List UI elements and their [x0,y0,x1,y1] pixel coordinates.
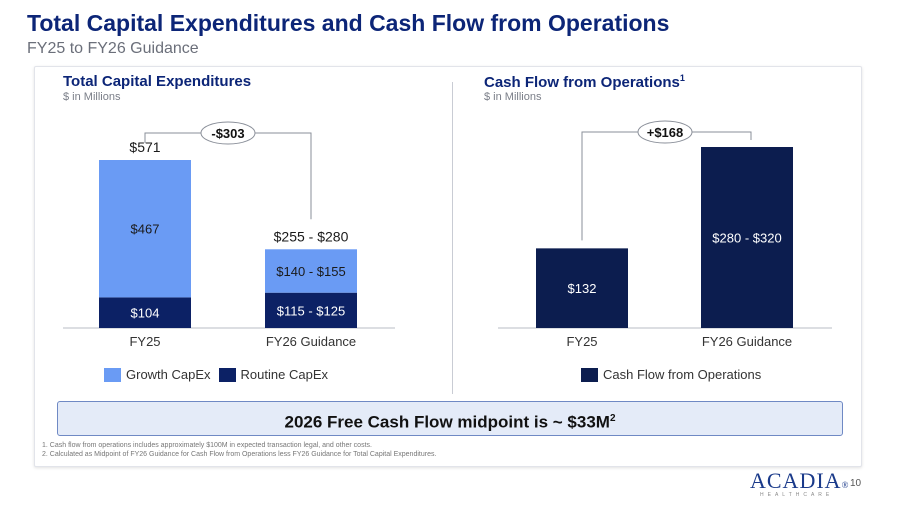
legend-swatch-cfo [581,367,598,382]
capex-x-tick-1: FY26 Guidance [266,334,356,349]
capex-chart: $104 $467 $571 FY25 $115 - $125 $140 - $155 $2… [63,121,395,349]
capex-chart-title: Total Capital Expenditures [63,73,252,90]
capex-bar-label-routine-1: $115 - $125 [277,303,345,318]
cfo-chart-unit: $ in Millions [484,91,542,103]
capex-x-tick-0: FY25 [129,334,160,349]
footnote-2: 2. Calculated as Midpoint of FY26 Guidan… [42,451,437,458]
capex-bar-routine-0 [99,297,191,328]
capex-bar-label-routine-0: $104 [131,306,160,321]
capex-total-label-0: $571 [129,139,160,155]
capex-chart-unit: $ in Millions [63,91,121,103]
capex-bar-growth-1 [265,249,357,293]
acadia-logo: ACADIA® HEALTHCARE [750,468,850,498]
capex-bar-label-growth-1: $140 - $155 [276,264,345,279]
capex-change-label: -$303 [211,126,244,141]
footnote-1: 1. Cash flow from operations includes ap… [42,442,372,449]
capex-total-label-1: $255 - $280 [274,228,349,244]
legend-swatch-growth [104,367,121,382]
cfo-x-tick-1: FY26 Guidance [702,334,792,349]
cfo-legend: Cash Flow from Operations [581,367,761,382]
legend-label-routine: Routine CapEx [240,367,328,382]
cfo-x-tick-0: FY25 [566,334,597,349]
capex-bar-label-growth-0: $467 [131,222,160,237]
cfo-change-label: +$168 [647,125,684,140]
legend-swatch-routine [218,367,236,382]
capex-bar-routine-1 [265,292,357,328]
page-title: Total Capital Expenditures and Cash Flow… [27,10,670,36]
cfo-chart: $132 FY25 $280 - $320 FY26 Guidance +$168 [498,120,832,349]
cfo-bar-1 [701,147,793,328]
cfo-bar-0 [536,248,628,328]
legend-label-cfo: Cash Flow from Operations [603,367,762,382]
capex-bar-growth-0 [99,160,191,298]
capex-legend: Growth CapEx Routine CapEx [104,367,328,382]
cfo-bar-label-0: $132 [568,281,597,296]
capex-change-bubble [200,121,256,145]
page-number: 10 [850,478,862,489]
page-subtitle: FY25 to FY26 Guidance [27,40,199,57]
free-cash-flow-banner: 2026 Free Cash Flow midpoint is ~ $33M2 [57,401,843,436]
panel-divider [452,82,453,394]
cfo-bar-label-1: $280 - $320 [712,231,781,246]
legend-label-growth: Growth CapEx [126,367,211,382]
cfo-change-bubble [637,120,693,144]
cfo-chart-title: Cash Flow from Operations1 [484,73,685,91]
